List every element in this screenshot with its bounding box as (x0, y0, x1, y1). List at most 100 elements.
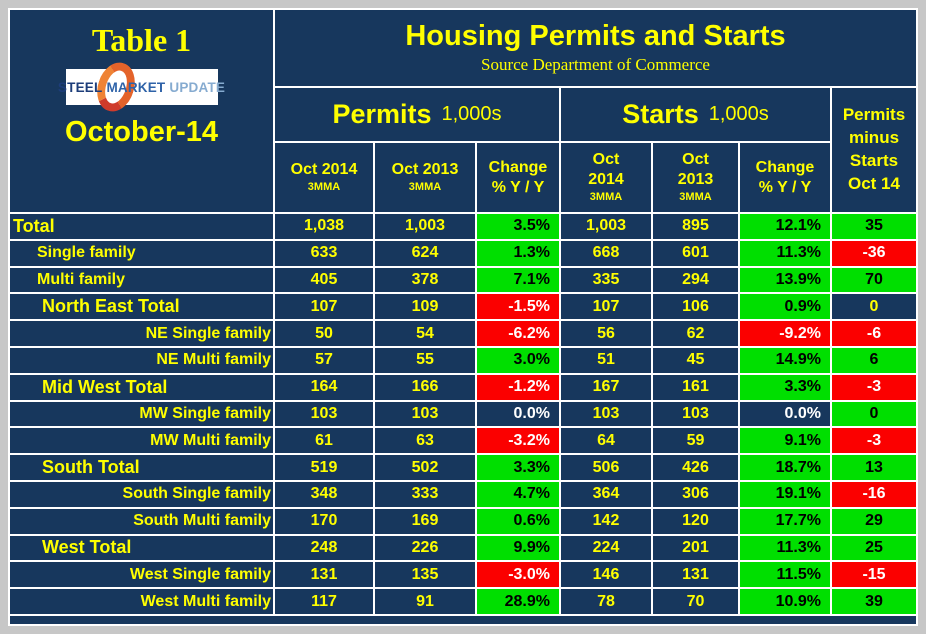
value-cell: 6 (832, 347, 916, 373)
value-cell: 131 (653, 562, 738, 588)
value-cell: 378 (375, 267, 475, 293)
value-cell: 131 (275, 562, 373, 588)
pms-line: minus (848, 128, 900, 148)
table-number-label: Table 1 (91, 22, 192, 58)
row-label: MW Multi family (10, 428, 273, 454)
value-cell: 0.0% (740, 401, 830, 427)
report-month: October-14 (64, 116, 219, 148)
pms-line: Oct 14 (848, 173, 900, 193)
logo-word-market: MARKET (106, 79, 166, 95)
value-cell: 519 (275, 455, 373, 480)
value-cell: 9.1% (740, 428, 830, 454)
value-cell: 12.1% (740, 214, 830, 239)
value-cell: 103 (375, 401, 475, 427)
permits-minus-starts-header: Permits minus Starts Oct 14 (832, 88, 916, 212)
value-cell: 364 (561, 481, 651, 507)
col-header-starts-oct2014: Oct 2014 3MMA (561, 143, 651, 212)
value-cell: 306 (653, 481, 738, 507)
steel-market-update-logo: STEEL MARKET UPDATE (58, 57, 225, 117)
value-cell: 3.3% (477, 455, 559, 480)
value-cell: 57 (275, 347, 373, 373)
value-cell: 1,003 (375, 214, 475, 239)
value-cell: 3.5% (477, 214, 559, 239)
value-cell: -6 (832, 321, 916, 346)
value-cell: 201 (653, 535, 738, 561)
mma-label: 3MMA (307, 181, 341, 194)
value-cell: 167 (561, 374, 651, 400)
value-cell: 0.9% (740, 294, 830, 320)
row-label: West Total (10, 535, 273, 561)
value-cell: 224 (561, 535, 651, 561)
value-cell: 1.3% (477, 240, 559, 266)
value-cell: 333 (375, 481, 475, 507)
value-cell: -3.2% (477, 428, 559, 454)
value-cell: 78 (561, 589, 651, 614)
value-cell: 166 (375, 374, 475, 400)
value-cell: 4.7% (477, 481, 559, 507)
value-cell: 91 (375, 589, 475, 614)
value-cell: 39 (832, 589, 916, 614)
value-cell: 63 (375, 428, 475, 454)
value-cell: 142 (561, 508, 651, 534)
value-cell: 3.3% (740, 374, 830, 400)
col-header-starts-change: Change % Y / Y (740, 143, 830, 212)
value-cell: 107 (561, 294, 651, 320)
pms-line: Permits (842, 105, 906, 125)
value-cell: 10.9% (740, 589, 830, 614)
value-cell: 13 (832, 455, 916, 480)
value-cell: 61 (275, 428, 373, 454)
value-cell: 107 (275, 294, 373, 320)
value-cell: 335 (561, 267, 651, 293)
value-cell: 11.3% (740, 240, 830, 266)
row-label: Total (10, 214, 273, 239)
value-cell: 29 (832, 508, 916, 534)
col-header-permits-oct2013: Oct 2013 3MMA (375, 143, 475, 212)
logo-word-update: UPDATE (169, 79, 226, 95)
bottom-strip (10, 615, 916, 624)
value-cell: 1,003 (561, 214, 651, 239)
row-label: South Total (10, 455, 273, 480)
value-cell: 120 (653, 508, 738, 534)
permits-group-name: Permits (332, 99, 432, 129)
value-cell: 11.5% (740, 562, 830, 588)
value-cell: -6.2% (477, 321, 559, 346)
value-cell: -1.5% (477, 294, 559, 320)
page-title: Housing Permits and Starts (405, 19, 786, 52)
row-label: Multi family (10, 267, 273, 293)
value-cell: 405 (275, 267, 373, 293)
value-cell: 56 (561, 321, 651, 346)
left-panel: Table 1 STEEL MARKET UPDATE October-14 (10, 10, 273, 212)
value-cell: 17.7% (740, 508, 830, 534)
title-cell: Housing Permits and Starts Source Depart… (275, 10, 916, 86)
value-cell: 294 (653, 267, 738, 293)
value-cell: 70 (653, 589, 738, 614)
value-cell: -36 (832, 240, 916, 266)
value-cell: 14.9% (740, 347, 830, 373)
value-cell: -9.2% (740, 321, 830, 346)
value-cell: 0 (832, 401, 916, 427)
row-label: South Multi family (10, 508, 273, 534)
value-cell: 146 (561, 562, 651, 588)
starts-group-header: Starts 1,000s (561, 88, 830, 141)
value-cell: 0 (832, 294, 916, 320)
value-cell: 55 (375, 347, 475, 373)
value-cell: 7.1% (477, 267, 559, 293)
starts-group-name: Starts (622, 99, 699, 129)
value-cell: 624 (375, 240, 475, 266)
value-cell: 103 (275, 401, 373, 427)
mma-label: 3MMA (408, 181, 442, 194)
value-cell: 633 (275, 240, 373, 266)
value-cell: 502 (375, 455, 475, 480)
row-label: Mid West Total (10, 374, 273, 400)
value-cell: 51 (561, 347, 651, 373)
value-cell: 62 (653, 321, 738, 346)
value-cell: 19.1% (740, 481, 830, 507)
value-cell: 0.6% (477, 508, 559, 534)
value-cell: 59 (653, 428, 738, 454)
value-cell: 103 (653, 401, 738, 427)
value-cell: 348 (275, 481, 373, 507)
value-cell: 54 (375, 321, 475, 346)
value-cell: -3 (832, 428, 916, 454)
pms-line: Starts (849, 151, 899, 170)
